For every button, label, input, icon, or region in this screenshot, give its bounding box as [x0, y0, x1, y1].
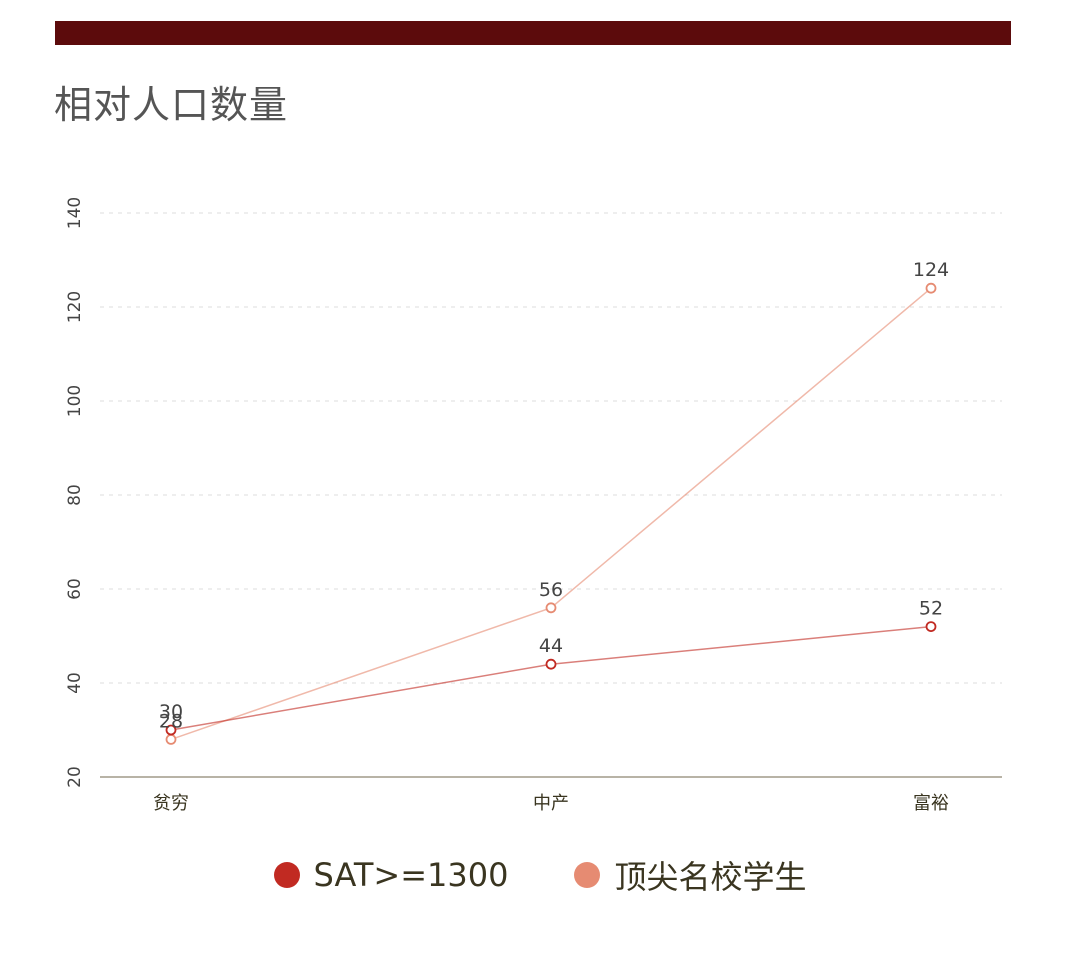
series-line — [170, 287, 932, 741]
data-point-marker[interactable] — [165, 734, 177, 745]
x-tick-label: 富裕 — [913, 793, 949, 814]
y-tick-label: 100 — [65, 385, 85, 417]
y-tick-label: 20 — [65, 766, 85, 788]
gridlines — [100, 212, 1002, 684]
legend-label: 顶尖名校学生 — [614, 858, 807, 896]
y-tick-label: 140 — [65, 197, 85, 229]
data-label: 30 — [159, 701, 183, 723]
data-point-marker[interactable] — [545, 602, 557, 614]
chart-title: 相对人口数量 — [54, 83, 289, 127]
y-tick-label: 80 — [65, 484, 85, 506]
y-axis: 20 40 60 80 100 120 140 — [65, 197, 85, 788]
y-tick-label: 60 — [65, 578, 85, 600]
x-tick-label: 中产 — [533, 793, 569, 814]
y-tick-label: 40 — [65, 672, 85, 694]
legend-label: SAT>=1300 — [313, 856, 509, 894]
legend-item-sat[interactable]: SAT>=1300 — [273, 856, 509, 894]
data-label: 44 — [539, 635, 563, 657]
y-tick-label: 120 — [65, 291, 85, 323]
series-lines — [165, 282, 937, 745]
x-tick-label: 贫穷 — [153, 793, 189, 814]
data-label: 56 — [539, 579, 563, 601]
legend-dot-icon — [273, 862, 300, 888]
data-label: 52 — [919, 598, 943, 620]
data-point-marker[interactable] — [925, 621, 937, 632]
legend-dot-icon — [574, 862, 601, 888]
header-bar — [55, 21, 1011, 45]
data-label: 124 — [913, 259, 949, 281]
x-axis: 贫穷 中产 富裕 — [100, 776, 1002, 814]
data-point-marker[interactable] — [925, 282, 937, 294]
data-label: 28 — [159, 710, 183, 732]
legend-item-top-school[interactable]: 顶尖名校学生 — [574, 852, 806, 898]
data-labels: 28 56 124 30 44 52 — [159, 259, 949, 732]
legend: SAT>=1300 顶尖名校学生 — [0, 852, 1080, 898]
data-point-marker[interactable] — [165, 724, 177, 736]
data-point-marker[interactable] — [545, 658, 557, 670]
